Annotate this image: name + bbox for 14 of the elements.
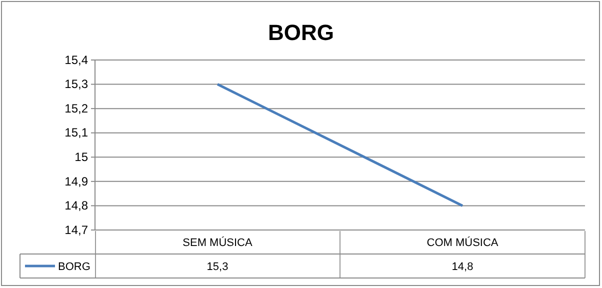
x-tick-label: SEM MÚSICA — [182, 236, 253, 249]
text: 14,8 — [452, 261, 474, 273]
x-tick-label: COM MÚSICA — [426, 236, 499, 249]
chart-title: BORG — [268, 20, 334, 45]
y-tick-label: 15,1 — [64, 126, 88, 140]
y-tick-label: 14,8 — [64, 198, 88, 213]
y-tick-label: 15,3 — [64, 77, 88, 92]
text: 15,3 — [206, 261, 228, 273]
y-tick-label: 15,2 — [64, 101, 88, 116]
y-tick-label: 14,9 — [64, 174, 88, 188]
y-tick-label: 15,4 — [64, 52, 88, 67]
y-tick-label: 14,7 — [64, 222, 88, 237]
y-tick-label: 15 — [74, 150, 88, 164]
legend-label: BORG — [58, 261, 90, 273]
